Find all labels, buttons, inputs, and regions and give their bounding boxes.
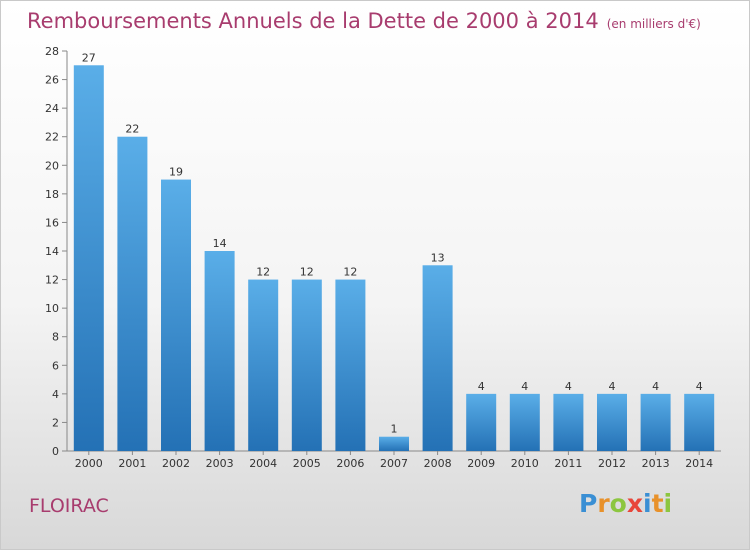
value-label-2001: 22: [125, 123, 139, 136]
logo-letter: i: [643, 489, 652, 518]
chart-title-text: Remboursements Annuels de la Dette de 20…: [27, 9, 599, 33]
value-label-2011: 4: [565, 380, 572, 393]
y-tick-label: 2: [52, 416, 59, 429]
x-tick-label: 2002: [162, 457, 190, 470]
value-label-2006: 12: [343, 266, 357, 279]
x-tick-label: 2009: [467, 457, 495, 470]
chart-subtitle: (en milliers d'€): [606, 17, 701, 31]
value-label-2009: 4: [478, 380, 485, 393]
bar-2004: [248, 279, 279, 451]
x-tick-label: 2005: [293, 457, 321, 470]
y-tick-label: 6: [52, 359, 59, 372]
logo-letter: r: [597, 489, 610, 518]
y-tick-label: 28: [45, 45, 59, 58]
chart-bars: [73, 65, 715, 452]
proxiti-logo: Proxiti: [579, 489, 672, 518]
y-tick-label: 12: [45, 274, 59, 287]
logo-letter: t: [651, 489, 664, 518]
value-label-2010: 4: [521, 380, 528, 393]
y-tick-label: 24: [45, 102, 59, 115]
bar-2008: [422, 265, 453, 451]
value-label-2013: 4: [652, 380, 659, 393]
bar-2005: [291, 279, 322, 451]
value-label-2002: 19: [169, 166, 183, 179]
value-label-2003: 14: [213, 237, 227, 250]
bar-2010: [509, 393, 540, 451]
x-tick-label: 2014: [685, 457, 713, 470]
value-label-2014: 4: [696, 380, 703, 393]
x-tick-label: 2008: [424, 457, 452, 470]
bar-2003: [204, 251, 235, 451]
x-tick-label: 2000: [75, 457, 103, 470]
y-tick-label: 16: [45, 216, 59, 229]
commune-name: FLOIRAC: [29, 495, 109, 517]
bar-2009: [466, 393, 497, 451]
x-tick-label: 2007: [380, 457, 408, 470]
x-tick-label: 2010: [511, 457, 539, 470]
bar-2007: [379, 436, 409, 451]
value-label-2012: 4: [609, 380, 616, 393]
chart-labels: 2000272001222002192003142004122005122006…: [75, 51, 713, 470]
y-tick-label: 10: [45, 302, 59, 315]
y-tick-label: 8: [52, 331, 59, 344]
y-tick-label: 0: [52, 445, 59, 458]
value-label-2004: 12: [256, 266, 270, 279]
x-tick-label: 2004: [249, 457, 277, 470]
bar-2001: [117, 136, 148, 451]
y-tick-label: 20: [45, 159, 59, 172]
bar-2002: [161, 179, 191, 452]
y-tick-label: 4: [52, 388, 59, 401]
bar-2011: [553, 393, 584, 451]
x-tick-label: 2001: [118, 457, 146, 470]
value-label-2008: 13: [431, 251, 445, 264]
x-tick-label: 2013: [642, 457, 670, 470]
y-tick-label: 26: [45, 74, 59, 87]
bar-2012: [597, 393, 627, 451]
x-tick-label: 2003: [206, 457, 234, 470]
chart-title: Remboursements Annuels de la Dette de 20…: [27, 9, 701, 33]
x-tick-label: 2006: [336, 457, 364, 470]
bar-2014: [684, 393, 715, 451]
x-tick-label: 2012: [598, 457, 626, 470]
bar-2013: [640, 393, 671, 451]
x-tick-label: 2011: [554, 457, 582, 470]
logo-letter: o: [609, 489, 627, 518]
value-label-2005: 12: [300, 266, 314, 279]
y-tick-label: 18: [45, 188, 59, 201]
bar-2006: [335, 279, 366, 451]
value-label-2000: 27: [82, 51, 96, 64]
logo-letter: P: [579, 489, 598, 518]
logo-letter: i: [663, 489, 673, 518]
y-tick-label: 22: [45, 131, 59, 144]
logo-letter: x: [626, 489, 643, 518]
bar-2000: [73, 65, 104, 452]
value-label-2007: 1: [391, 423, 398, 436]
y-tick-label: 14: [45, 245, 59, 258]
